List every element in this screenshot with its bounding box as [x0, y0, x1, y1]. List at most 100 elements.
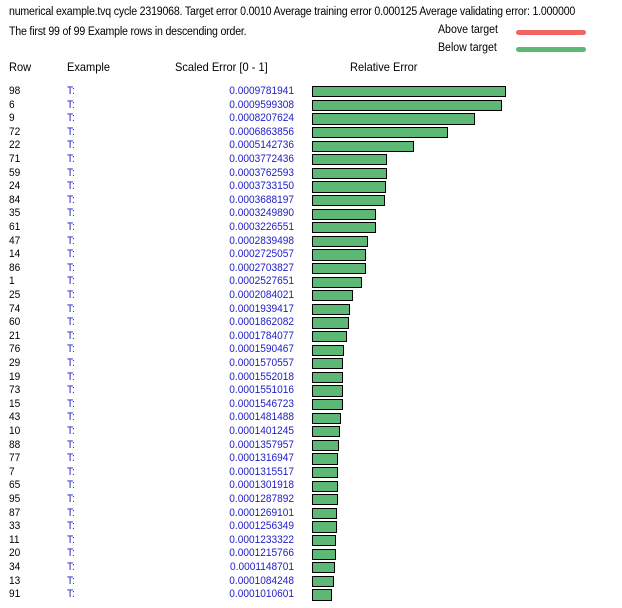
- example-link[interactable]: T:: [67, 180, 75, 193]
- scaled-error-value[interactable]: 0.0009599308: [229, 98, 294, 111]
- row-number: 10: [9, 425, 21, 437]
- scaled-error-value[interactable]: 0.0003772436: [229, 153, 294, 165]
- scaled-error-value[interactable]: 0.0001401245: [229, 425, 294, 437]
- scaled-error-value[interactable]: 0.0002527651: [229, 275, 294, 288]
- scaled-error-value[interactable]: 0.0001315517: [229, 465, 294, 478]
- example-link[interactable]: T:: [67, 316, 75, 329]
- scaled-error-value[interactable]: 0.0006863856: [229, 125, 294, 138]
- scaled-error-value[interactable]: 0.0001010601: [229, 588, 294, 601]
- scaled-error-value[interactable]: 0.0003226551: [229, 221, 294, 233]
- example-link[interactable]: T:: [67, 384, 75, 397]
- example-link[interactable]: T:: [67, 248, 75, 261]
- table-row: 13 T: 0.0001084248: [0, 575, 622, 589]
- row-number: 19: [9, 370, 21, 383]
- example-link[interactable]: T:: [67, 193, 75, 206]
- scaled-error-value[interactable]: 0.0001784077: [229, 329, 294, 342]
- row-number: 76: [9, 343, 21, 356]
- relative-error-bar: [312, 167, 387, 179]
- example-link[interactable]: T:: [67, 221, 75, 233]
- scaled-error-value[interactable]: 0.0001939417: [229, 302, 294, 315]
- example-link[interactable]: T:: [67, 479, 75, 492]
- scaled-error-value[interactable]: 0.0009781941: [229, 85, 294, 97]
- scaled-error-value[interactable]: 0.0005142736: [229, 139, 294, 152]
- column-header-relative-error: Relative Error: [350, 60, 418, 74]
- scaled-error-value[interactable]: 0.0003762593: [229, 166, 294, 179]
- example-link[interactable]: T:: [67, 357, 75, 369]
- row-number: 47: [9, 234, 21, 247]
- example-link[interactable]: T:: [67, 533, 75, 546]
- example-link[interactable]: T:: [67, 261, 75, 274]
- column-header-example: Example: [67, 60, 110, 74]
- row-number: 29: [9, 357, 21, 369]
- scaled-error-value[interactable]: 0.0001084248: [229, 574, 294, 587]
- example-link[interactable]: T:: [67, 465, 75, 478]
- relative-error-bar: [312, 548, 337, 560]
- scaled-error-value[interactable]: 0.0001357957: [229, 438, 294, 451]
- relative-error-bar: [312, 86, 506, 98]
- example-link[interactable]: T:: [67, 98, 75, 111]
- scaled-error-value[interactable]: 0.0001481488: [229, 411, 294, 424]
- scaled-error-value[interactable]: 0.0001269101: [229, 506, 294, 519]
- scaled-error-value[interactable]: 0.0001862082: [229, 316, 294, 329]
- scaled-error-value[interactable]: 0.0001552018: [229, 370, 294, 383]
- example-link[interactable]: T:: [67, 329, 75, 342]
- scaled-error-value[interactable]: 0.0001546723: [229, 397, 294, 410]
- relative-error-bar: [312, 439, 339, 451]
- scaled-error-value[interactable]: 0.0001570557: [229, 357, 294, 369]
- scaled-error-value[interactable]: 0.0002839498: [229, 234, 294, 247]
- example-link[interactable]: T:: [67, 561, 75, 573]
- table-row: 71 T: 0.0003772436: [0, 153, 622, 167]
- table-row: 14 T: 0.0002725057: [0, 248, 622, 262]
- example-link[interactable]: T:: [67, 547, 75, 560]
- example-link[interactable]: T:: [67, 139, 75, 152]
- scaled-error-value[interactable]: 0.0001287892: [229, 493, 294, 505]
- scaled-error-value[interactable]: 0.0008207624: [229, 112, 294, 125]
- table-row: 15 T: 0.0001546723: [0, 398, 622, 412]
- example-link[interactable]: T:: [67, 588, 75, 601]
- table-row: 60 T: 0.0001862082: [0, 316, 622, 330]
- example-link[interactable]: T:: [67, 520, 75, 533]
- scaled-error-value[interactable]: 0.0002084021: [229, 289, 294, 301]
- example-link[interactable]: T:: [67, 302, 75, 315]
- example-link[interactable]: T:: [67, 207, 75, 220]
- scaled-error-value[interactable]: 0.0003733150: [229, 180, 294, 193]
- example-link[interactable]: T:: [67, 153, 75, 165]
- row-number: 22: [9, 139, 21, 152]
- example-link[interactable]: T:: [67, 125, 75, 138]
- relative-error-bar: [312, 466, 338, 479]
- example-link[interactable]: T:: [67, 289, 75, 301]
- example-link[interactable]: T:: [67, 493, 75, 505]
- table-row: 29 T: 0.0001570557: [0, 357, 622, 371]
- scaled-error-value[interactable]: 0.0002725057: [229, 248, 294, 261]
- example-link[interactable]: T:: [67, 411, 75, 424]
- scaled-error-value[interactable]: 0.0001316947: [229, 452, 294, 465]
- example-link[interactable]: T:: [67, 506, 75, 519]
- example-link[interactable]: T:: [67, 397, 75, 410]
- scaled-error-value[interactable]: 0.0001590467: [229, 343, 294, 356]
- scaled-error-value[interactable]: 0.0003688197: [229, 193, 294, 206]
- status-line: numerical example.tvq cycle 2319068. Tar…: [9, 6, 576, 18]
- scaled-error-value[interactable]: 0.0001233322: [229, 533, 294, 546]
- scaled-error-value[interactable]: 0.0002703827: [229, 261, 294, 274]
- example-link[interactable]: T:: [67, 85, 75, 97]
- scaled-error-value[interactable]: 0.0003249890: [229, 207, 294, 220]
- table-row: 88 T: 0.0001357957: [0, 439, 622, 453]
- scaled-error-value[interactable]: 0.0001256349: [229, 520, 294, 533]
- example-link[interactable]: T:: [67, 574, 75, 587]
- example-link[interactable]: T:: [67, 275, 75, 288]
- example-link[interactable]: T:: [67, 343, 75, 356]
- example-link[interactable]: T:: [67, 438, 75, 451]
- scaled-error-value[interactable]: 0.0001301918: [229, 479, 294, 492]
- example-link[interactable]: T:: [67, 166, 75, 179]
- scaled-error-value[interactable]: 0.0001215766: [229, 547, 294, 560]
- scaled-error-value[interactable]: 0.0001551016: [229, 384, 294, 397]
- scaled-error-value[interactable]: 0.0001148701: [230, 561, 294, 573]
- relative-error-bar: [312, 385, 343, 397]
- example-link[interactable]: T:: [67, 425, 75, 437]
- row-number: 88: [9, 438, 21, 451]
- example-link[interactable]: T:: [67, 452, 75, 465]
- example-link[interactable]: T:: [67, 370, 75, 383]
- example-link[interactable]: T:: [67, 234, 75, 247]
- table-row: 24 T: 0.0003733150: [0, 180, 622, 194]
- example-link[interactable]: T:: [67, 112, 75, 125]
